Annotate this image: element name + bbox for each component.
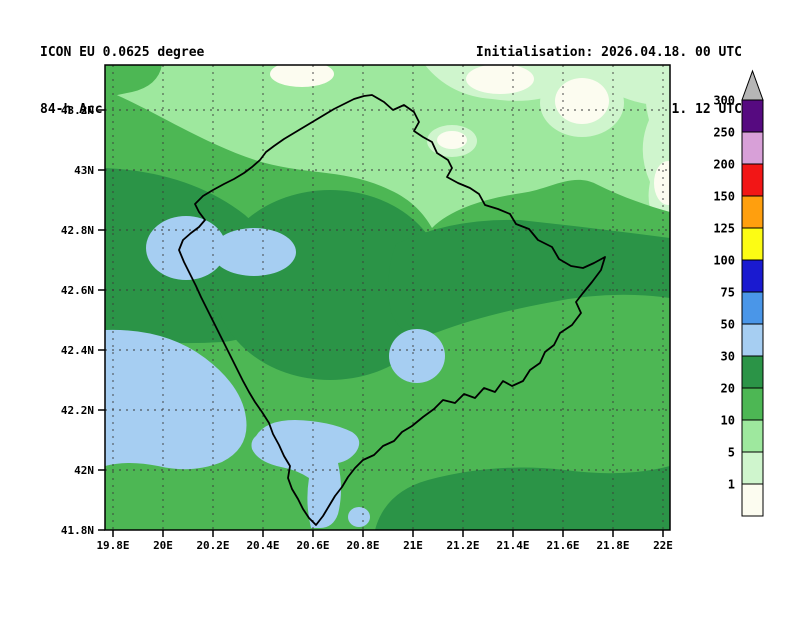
colorbar-value: 200 [713, 158, 735, 172]
lat-label: 43N [74, 164, 94, 177]
gridlines [105, 65, 670, 530]
colorbar-segment [741, 195, 764, 229]
lon-label: 21.6E [546, 539, 579, 552]
fill-blue-south-dot [348, 507, 370, 527]
map-frame [104, 64, 671, 531]
colorbar-segment [741, 227, 764, 261]
lon-label: 19.8E [96, 539, 129, 552]
country-border-kosovo [178, 94, 606, 526]
fill-white-patch [270, 65, 334, 87]
colorbar-value: 10 [721, 414, 735, 428]
colorbar-segment [741, 355, 764, 389]
colorbar-value: 300 [713, 94, 735, 108]
lon-label: 20.6E [296, 539, 329, 552]
fill-blue-central [389, 329, 445, 383]
colorbar-value: 150 [713, 190, 735, 204]
lat-label: 42.4N [61, 344, 94, 357]
axis-ticks [98, 109, 664, 537]
colorbar-value: 125 [713, 222, 735, 236]
fill-dark-green-east [388, 219, 670, 336]
colorbar-value: 30 [721, 350, 735, 364]
fill-white-patch [437, 131, 467, 149]
colorbar-segment [741, 451, 764, 485]
fill-white-patch [466, 65, 534, 94]
colorbar-segment [741, 131, 764, 165]
colorbar-value: 100 [713, 254, 735, 268]
axis-labels: 19.8E 20E 20.2E 20.4E 20.6E 20.8E 21E 21.2E 21.4… [61, 104, 673, 552]
colorbar-value: 5 [728, 446, 735, 460]
fill-blue-southwest [105, 329, 247, 470]
colorbar-value: 250 [713, 126, 735, 140]
colorbar-over-max-arrow [741, 69, 764, 101]
fill-white-patch [555, 78, 609, 124]
lon-label: 21E [403, 539, 423, 552]
lat-label: 42.6N [61, 284, 94, 297]
model-name: ICON EU 0.0625 degree [40, 45, 205, 60]
lat-label: 42N [74, 464, 94, 477]
lon-label: 21.2E [446, 539, 479, 552]
lon-label: 21.4E [496, 539, 529, 552]
colorbar-segment [741, 259, 764, 293]
fill-dark-green-south [375, 466, 670, 530]
lat-label: 42.8N [61, 224, 94, 237]
lon-label: 20.8E [346, 539, 379, 552]
colorbar-segment [741, 323, 764, 357]
colorbar-segment [741, 419, 764, 453]
lon-label: 22E [653, 539, 673, 552]
colorbar-segment [741, 99, 764, 133]
colorbar-segment [741, 483, 764, 517]
colorbar-segment [741, 291, 764, 325]
colorbar-value: 50 [721, 318, 735, 332]
fill-blue-northwest [146, 216, 226, 280]
colorbar-segment [741, 387, 764, 421]
colorbar-value: 1 [728, 478, 735, 492]
colorbar-value: 75 [721, 286, 735, 300]
colorbar: 300 250 200 150 125 100 75 50 30 20 10 5 1 [713, 69, 764, 517]
lon-label: 20.2E [196, 539, 229, 552]
fill-medium-green-topleft [105, 65, 162, 98]
map-fill-layers [105, 65, 670, 530]
colorbar-segment [741, 163, 764, 197]
colorbar-value: 20 [721, 382, 735, 396]
init-time: Initialisation: 2026.04.18. 00 UTC [475, 45, 742, 60]
lat-label: 41.8N [61, 524, 94, 537]
fill-blue-northwest [212, 228, 296, 276]
lon-label: 21.8E [596, 539, 629, 552]
lon-label: 20.4E [246, 539, 279, 552]
fill-white-patch [654, 161, 670, 205]
lat-label: 43.2N [61, 104, 94, 117]
lat-label: 42.2N [61, 404, 94, 417]
lon-label: 20E [153, 539, 173, 552]
